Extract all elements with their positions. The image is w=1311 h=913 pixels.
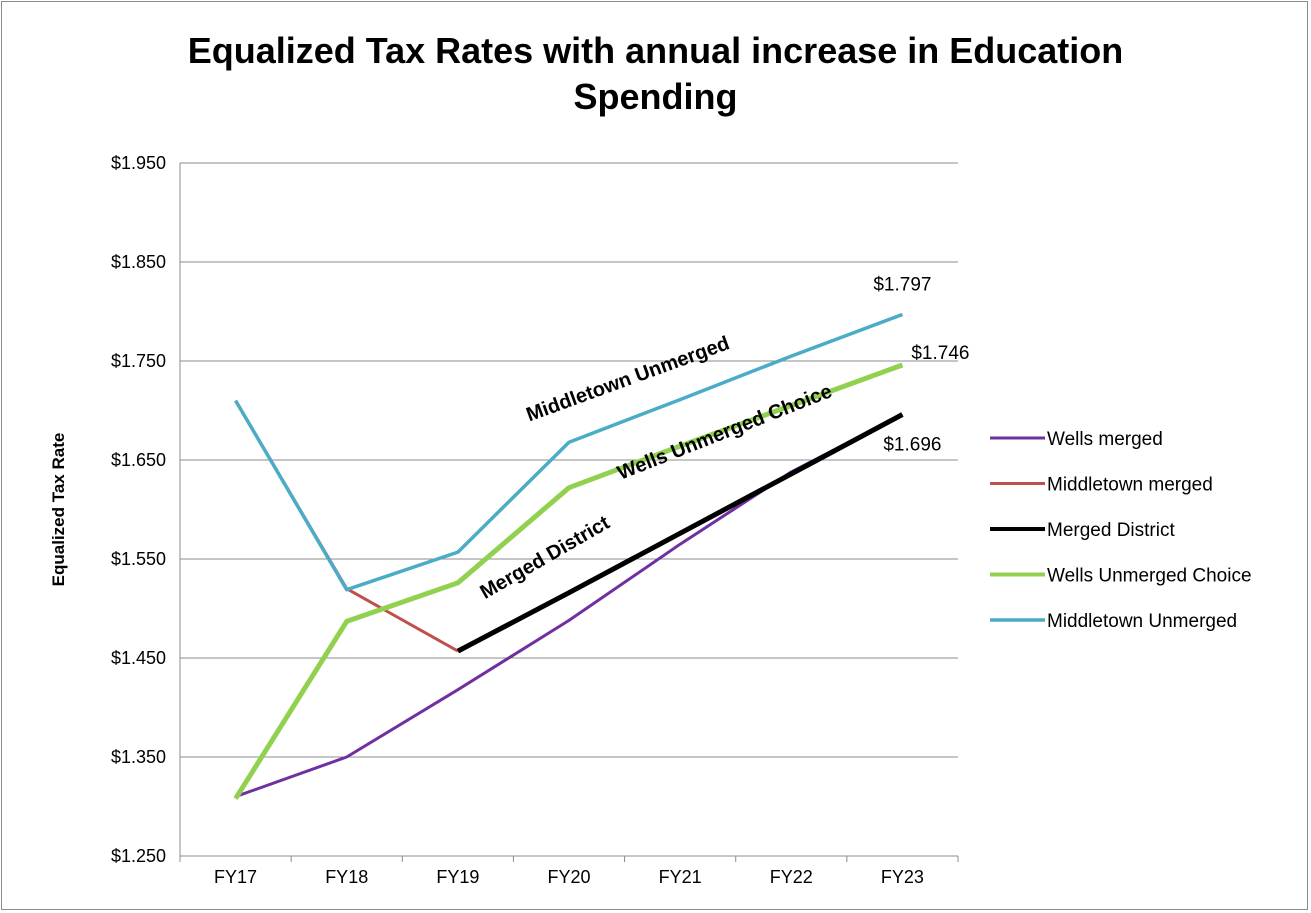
x-tick-label: FY17 [214, 867, 257, 887]
annotation-label: Middletown Unmerged [523, 332, 732, 426]
x-tick-label: FY23 [881, 867, 924, 887]
y-tick-label: $1.650 [111, 450, 166, 470]
x-tick-label: FY22 [770, 867, 813, 887]
legend-entry: Merged District [1047, 520, 1175, 541]
axes: $1.250 $1.350 $1.450 $1.550 $1.650 $1.750 $1.8… [49, 153, 959, 887]
chart-title-line-2: Spending [573, 76, 738, 118]
legend-entry: Middletown merged [1047, 475, 1213, 496]
series-lines [233, 312, 904, 800]
data-labels: $1.797 $1.746 $1.696 [873, 274, 969, 455]
series-line-wells-unmerged-choice [233, 362, 904, 800]
legend-entry: Middletown Unmerged [1047, 611, 1237, 632]
y-tick-label: $1.950 [111, 153, 166, 173]
y-axis-title: Equalized Tax Rate [49, 433, 68, 587]
chart-title: Equalized Tax Rates with annual increase… [0, 28, 1311, 120]
y-tick-label: $1.550 [111, 549, 166, 569]
annotation-label: Merged District [476, 512, 613, 604]
legend-entry: Wells Unmerged Choice [1047, 566, 1252, 587]
y-tick-label: $1.250 [111, 846, 166, 866]
series-line-wells-merged [235, 413, 904, 799]
data-label: $1.696 [883, 434, 941, 455]
legend: Wells merged Middletown merged Merged Dist… [990, 429, 1252, 632]
x-tick-label: FY20 [547, 867, 590, 887]
data-label: $1.746 [911, 343, 969, 364]
x-tick-label: FY18 [325, 867, 368, 887]
x-tick-label: FY19 [436, 867, 479, 887]
gridlines [180, 162, 958, 758]
series-line-merged-district [456, 412, 904, 654]
chart-title-line-1: Equalized Tax Rates with annual increase… [187, 30, 1124, 71]
series-line-middletown-unmerged [234, 312, 904, 592]
series-line-middletown-merged [234, 399, 459, 653]
y-tick-label: $1.750 [111, 351, 166, 371]
y-tick-label: $1.450 [111, 648, 166, 668]
y-tick-label: $1.350 [111, 747, 166, 767]
legend-entry: Wells merged [1047, 429, 1163, 450]
data-label: $1.797 [873, 274, 931, 295]
y-tick-label: $1.850 [111, 252, 166, 272]
x-tick-label: FY21 [659, 867, 702, 887]
